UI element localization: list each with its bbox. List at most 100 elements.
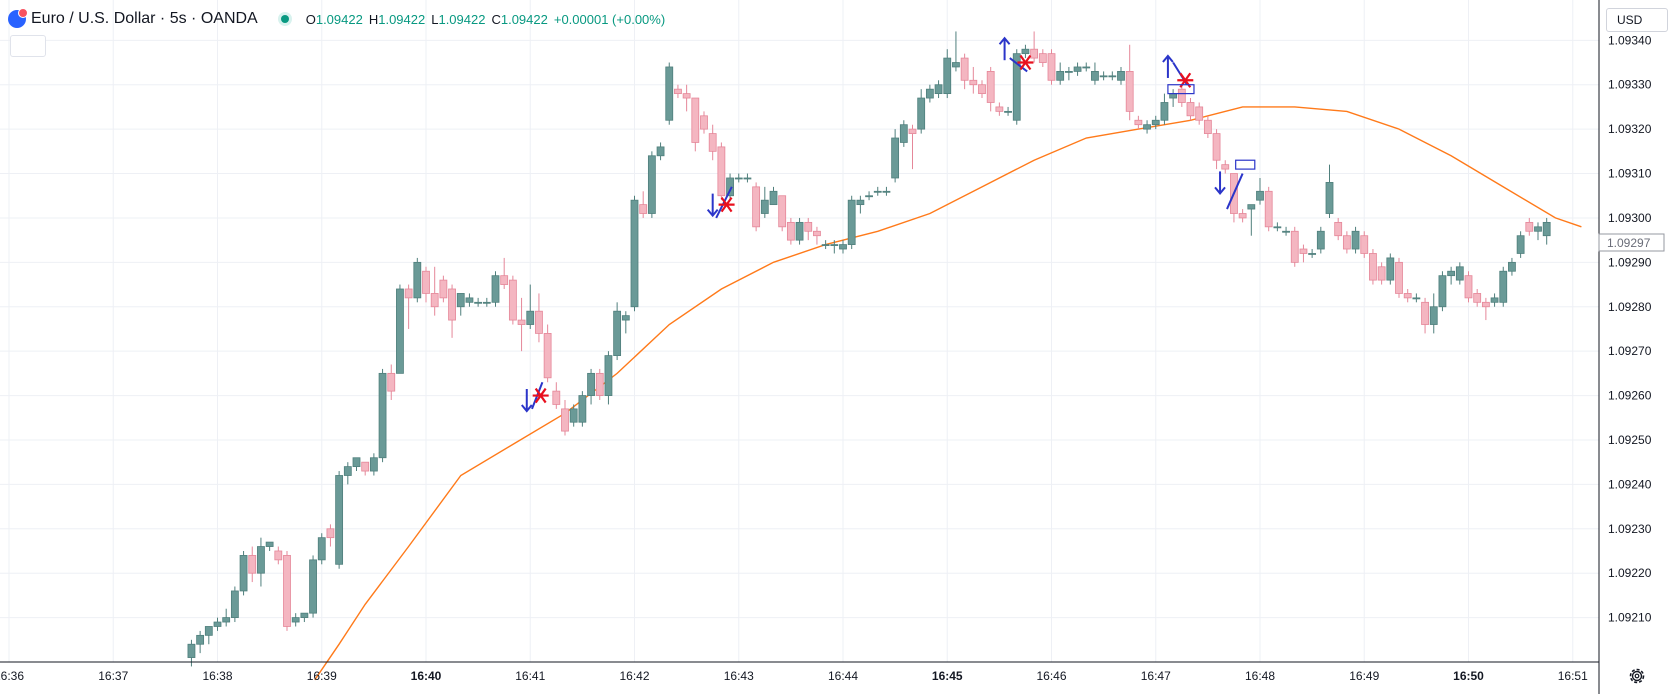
gear-icon[interactable] [1627,666,1647,686]
candle-body [335,475,344,565]
candle-body [873,190,882,193]
candle-body [326,528,335,539]
time-axis[interactable]: 16:36 16:37 16:38 16:39 16:40 16:41 16:42 16:43… [0,669,1588,683]
candle-body [230,590,239,618]
star-marker-icon[interactable] [718,196,735,213]
candle [578,391,587,427]
candle-body [1499,270,1508,303]
trend-line-drawing[interactable] [1009,57,1028,73]
down-arrow-icon[interactable] [1214,171,1226,195]
candle-body [413,261,422,299]
legend-collapse-button[interactable] [10,35,46,57]
rectangle-drawing[interactable] [1235,159,1256,170]
candle-body [1273,226,1282,229]
candle [482,297,491,307]
candle-body [482,301,491,304]
candle-body [813,230,821,237]
candle-body [404,288,413,299]
currency-selector[interactable]: USD [1606,8,1668,32]
candle-body [552,390,561,405]
time-tick-label: 16:37 [98,669,128,683]
candle [1464,271,1473,303]
candle-body [1038,53,1047,63]
candle-body [309,559,317,614]
candle [769,186,778,206]
candle [1273,222,1282,232]
candle [830,240,839,254]
candle-body [778,195,787,228]
candle [1012,49,1021,125]
candle [804,217,813,241]
candle [952,31,960,72]
candle [995,102,1004,116]
candle-body [934,84,943,95]
candle-body [526,310,535,325]
candle-body [734,177,743,180]
candle [1047,49,1056,85]
candle [943,49,952,99]
up-arrow-icon[interactable] [998,36,1011,61]
candle [839,240,847,254]
candle-body [1012,53,1021,121]
candle [274,546,283,565]
candle-body [535,310,543,334]
candle-body [1421,301,1429,325]
time-tick-label: 16:49 [1349,669,1379,683]
candle-body [1082,66,1091,69]
candle-body [1325,182,1334,214]
candle-body [986,71,995,103]
trend-line-drawing[interactable] [1226,173,1244,210]
candle [387,364,396,401]
candle [508,275,517,325]
candle-body [222,617,231,623]
candle [630,195,639,312]
candle [647,151,656,218]
candle [257,537,265,587]
candle-body [430,293,439,308]
drawings-layer[interactable] [521,36,1256,413]
candle [1534,222,1542,241]
candle [743,173,752,183]
candle-body [1056,71,1065,81]
candle [343,462,352,485]
candle-body [396,288,404,374]
candle-body [1473,293,1482,303]
candle-body [743,177,752,180]
candle [474,297,483,307]
up-arrow-icon[interactable] [1162,54,1174,78]
candle [908,124,917,170]
candle [352,457,361,472]
star-marker-icon[interactable] [1017,54,1034,71]
candle [1525,217,1534,236]
down-arrow-icon[interactable] [521,389,533,413]
instrument-logo-icon [8,8,28,28]
candle [1508,257,1516,276]
change-value: +0.00001 (+0.00%) [553,11,666,27]
time-tick-label: 16:42 [619,669,649,683]
candle-body [708,133,717,152]
candle-body [1447,270,1456,277]
candle [691,97,700,152]
candle-body [700,115,708,130]
candle [795,217,804,245]
candle [1360,231,1369,258]
candle-body [865,195,873,198]
time-tick-label: 16:47 [1141,669,1171,683]
candle [726,173,734,201]
candle [500,257,509,289]
candle-body [1299,248,1308,254]
candle-body [1108,75,1117,78]
symbol-title[interactable]: Euro / U.S. Dollar · 5s · OANDA [31,10,258,27]
down-arrow-icon[interactable] [706,193,719,218]
rectangle-drawing[interactable] [1167,84,1195,95]
candle-body [369,457,378,472]
candle [917,89,926,134]
candle [291,613,300,627]
price-axis[interactable]: 1.09210 1.09220 1.09230 1.09240 1.09250 1.092… [1608,33,1652,624]
candle-body [257,546,265,574]
star-marker-icon[interactable] [532,387,549,404]
candle-body [821,244,830,246]
candle [1099,71,1108,81]
candle-body [1516,235,1525,254]
